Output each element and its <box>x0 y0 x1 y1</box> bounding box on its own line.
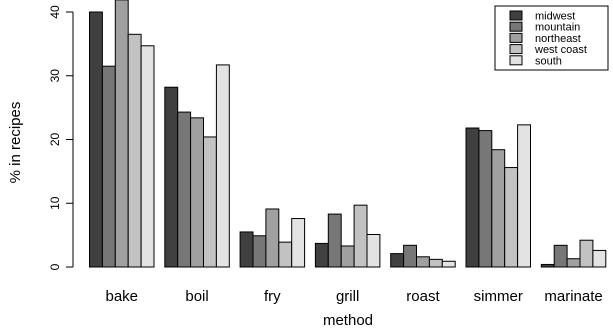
bars-layer <box>89 0 607 268</box>
bar-boil-west-coast <box>203 136 217 268</box>
bar-roast-south <box>441 260 456 268</box>
bar-bake-south <box>140 45 155 268</box>
legend-label-mountain: mountain <box>535 22 580 34</box>
bar-marinate-west-coast <box>579 239 594 268</box>
bar-roast-west-coast <box>428 258 443 268</box>
y-tick-label-0: 0 <box>48 263 62 270</box>
y-tick-label-10: 10 <box>48 196 62 210</box>
x-tick-label-simmer: simmer <box>474 288 523 305</box>
bar-roast-mountain <box>403 244 418 268</box>
bar-grill-midwest <box>314 242 329 268</box>
bar-bake-northeast <box>114 0 129 268</box>
legend-swatch-northeast <box>509 32 523 43</box>
y-tick-label-30: 30 <box>48 69 62 83</box>
bar-roast-midwest <box>390 253 405 268</box>
legend-label-west-coast: west coast <box>534 44 587 56</box>
x-axis-labels: bake boil fry grill roast simmer marinate <box>105 288 602 305</box>
x-tick-label-roast: roast <box>406 288 440 305</box>
bar-marinate-midwest <box>540 263 555 268</box>
bar-marinate-mountain <box>553 244 568 268</box>
bar-boil-midwest <box>164 86 179 268</box>
legend-swatch-mountain <box>509 21 523 32</box>
bar-grill-west-coast <box>353 204 368 268</box>
x-tick-label-fry: fry <box>264 288 281 305</box>
x-tick-label-boil: boil <box>185 288 208 305</box>
bar-group-roast <box>390 244 456 268</box>
x-tick-label-grill: grill <box>336 288 359 305</box>
bar-bake-midwest <box>89 11 103 268</box>
bar-bake-west-coast <box>127 33 142 268</box>
bar-simmer-midwest <box>465 127 480 268</box>
bar-simmer-west-coast <box>504 167 519 268</box>
bar-fry-south <box>291 218 306 268</box>
x-tick-label-marinate: marinate <box>544 288 602 305</box>
legend-label-south: south <box>535 55 562 67</box>
bar-fry-west-coast <box>278 241 293 268</box>
bar-grill-northeast <box>340 245 355 268</box>
bar-marinate-northeast <box>566 258 581 268</box>
bar-group-fry <box>239 208 306 268</box>
x-axis-label: method <box>323 312 373 329</box>
bar-fry-mountain <box>252 235 267 268</box>
bar-boil-mountain <box>177 111 192 268</box>
bar-boil-northeast <box>190 117 205 268</box>
legend-swatch-midwest <box>509 10 523 21</box>
legend-label-northeast: northeast <box>535 33 581 45</box>
y-axis: 0 10 20 30 40 <box>48 5 74 270</box>
bar-simmer-mountain <box>478 130 493 268</box>
bar-boil-south <box>215 64 230 268</box>
bar-group-grill <box>314 204 381 268</box>
legend-swatch-west-coast <box>509 44 523 55</box>
bar-grill-mountain <box>327 213 342 268</box>
bar-fry-midwest <box>239 231 254 268</box>
y-axis-label: % in recipes <box>7 102 24 184</box>
bar-group-bake <box>89 0 155 268</box>
y-tick-label-20: 20 <box>48 133 62 147</box>
bar-group-marinate <box>540 239 607 268</box>
bar-simmer-south <box>517 124 531 268</box>
bar-group-simmer <box>465 124 531 268</box>
y-tick-label-40: 40 <box>48 5 62 19</box>
bar-simmer-northeast <box>491 149 506 268</box>
bar-group-boil <box>164 64 230 268</box>
x-tick-label-bake: bake <box>105 288 138 305</box>
legend-swatch-south <box>509 55 523 66</box>
bar-bake-mountain <box>101 65 116 268</box>
legend-label-midwest: midwest <box>535 11 575 23</box>
bar-grill-south <box>366 233 381 268</box>
bar-roast-northeast <box>416 256 430 268</box>
bar-marinate-south <box>592 249 607 268</box>
bar-fry-northeast <box>265 208 280 268</box>
